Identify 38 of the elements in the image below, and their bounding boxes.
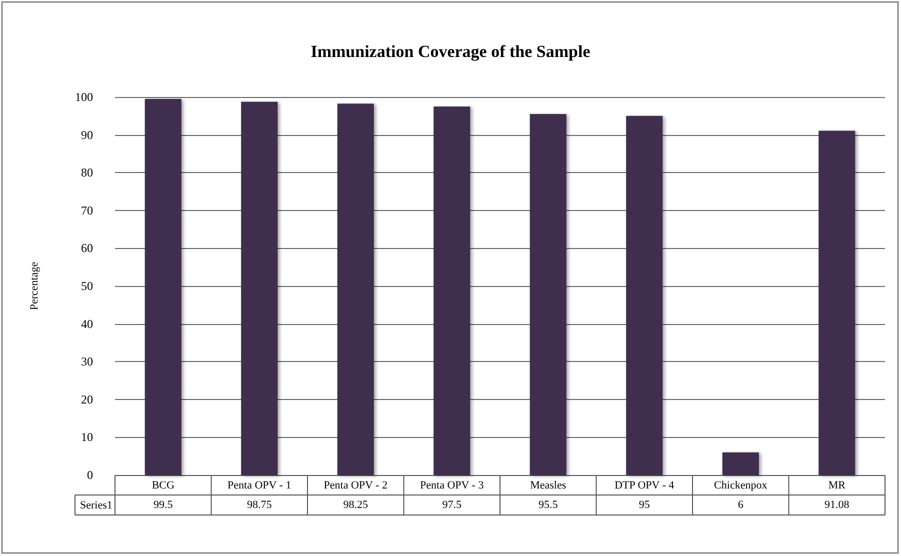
y-tick-label: 40 [81, 316, 93, 331]
bar [530, 114, 566, 475]
chart-title: Immunization Coverage of the Sample [310, 42, 591, 61]
y-tick-label: 30 [81, 354, 93, 369]
y-tick-label: 90 [81, 128, 93, 142]
y-tick-label: 70 [81, 203, 93, 218]
y-tick-label: 100 [75, 90, 93, 104]
x-tick-label: Penta OPV - 1 [228, 480, 292, 492]
x-tick-label: Penta OPV - 2 [324, 480, 388, 492]
bar [626, 116, 663, 475]
bar [144, 98, 182, 475]
x-tick-label: Measles [530, 480, 566, 492]
y-tick-label: 20 [81, 392, 93, 406]
y-tick-label: 10 [81, 430, 93, 444]
x-tick-label: DTP OPV - 4 [614, 480, 675, 492]
data-label: 6 [738, 499, 744, 511]
data-label: 95 [638, 499, 650, 511]
y-tick-label: 60 [81, 241, 93, 256]
bar [818, 130, 856, 475]
bar [722, 452, 759, 475]
bar [337, 104, 374, 475]
y-tick-label: 0 [87, 468, 93, 482]
x-tick-label: BCG [152, 480, 174, 492]
data-label: 98.75 [247, 499, 272, 511]
data-label: 91.08 [824, 499, 850, 511]
y-tick-label: 50 [81, 279, 93, 293]
bar [434, 106, 470, 475]
x-tick-label: Chickenpox [714, 480, 768, 492]
data-label: 95.5 [538, 499, 558, 511]
data-label: 97.5 [442, 499, 462, 511]
data-label: 99.5 [154, 499, 174, 511]
y-tick-label: 80 [81, 166, 93, 180]
y-axis-title: Percentage [28, 262, 40, 310]
data-label: 98.25 [343, 499, 368, 511]
bar [241, 102, 278, 475]
x-tick-label: MR [828, 480, 846, 492]
x-tick-label: Penta OPV - 3 [420, 480, 484, 492]
text: Series1 [80, 500, 112, 512]
